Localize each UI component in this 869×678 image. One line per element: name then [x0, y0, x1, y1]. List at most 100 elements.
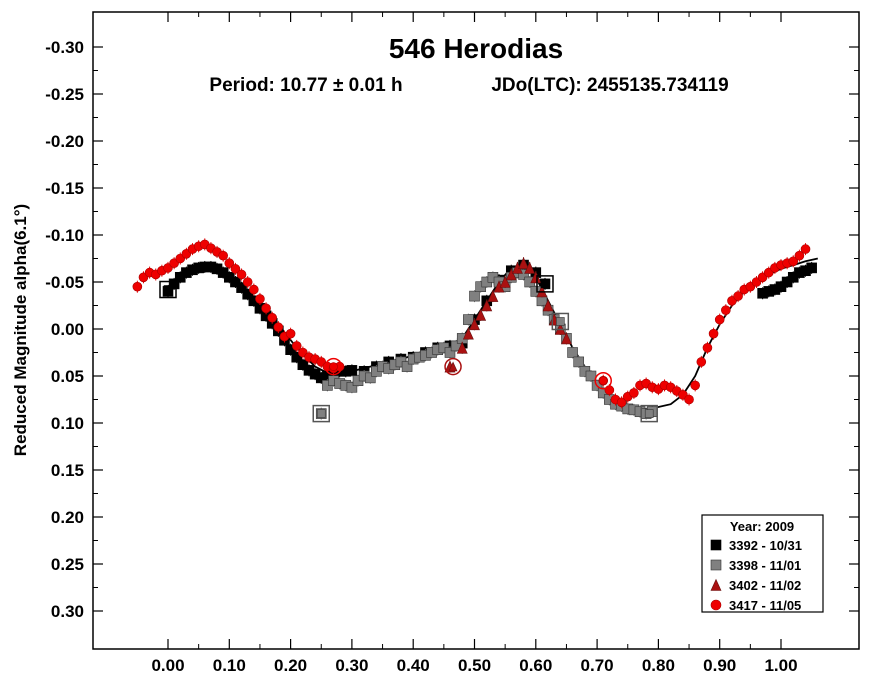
- legend-marker: [710, 559, 722, 571]
- data-point: [487, 289, 499, 302]
- legend-label: 3392 - 10/31: [729, 538, 802, 553]
- highlight-marker: [640, 404, 658, 423]
- x-tick-label: 0.50: [458, 656, 491, 675]
- data-point: [456, 341, 468, 354]
- legend-marker: [710, 599, 722, 611]
- data-point: [132, 281, 143, 292]
- data-point: [684, 394, 694, 405]
- highlight-point: [556, 317, 565, 326]
- highlight-marker: [594, 371, 612, 390]
- y-tick-label: 0.15: [51, 461, 84, 480]
- period-label: Period: 10.77 ± 0.01 h: [209, 75, 402, 96]
- y-tick-label: 0.05: [51, 367, 84, 386]
- x-tick-label: 0.80: [642, 656, 675, 675]
- data-point: [346, 381, 358, 393]
- data-point: [788, 256, 799, 267]
- data-point: [462, 327, 474, 340]
- highlight-point: [644, 409, 654, 418]
- data-point: [616, 397, 627, 408]
- data-point: [604, 385, 615, 395]
- data-point: [218, 250, 228, 261]
- highlight-marker: [159, 280, 177, 299]
- series-4: [132, 238, 811, 409]
- data-point: [267, 312, 278, 323]
- data-point: [696, 357, 707, 367]
- data-point: [273, 322, 284, 332]
- highlight-marker: [551, 312, 570, 331]
- legend: Year: 2009 3392 - 10/31 3398 - 11/01 3402 …: [701, 514, 824, 613]
- x-tick-label: 0.60: [519, 656, 552, 675]
- data-point: [505, 268, 517, 281]
- data-point: [524, 261, 536, 274]
- chart-title: 546 Herodias: [389, 33, 563, 64]
- x-tick-label: 1.00: [764, 656, 797, 675]
- x-axis: 0.00 0.10 0.20 0.30 0.40 0.50 0.60 0.70 0.80 0.90…: [151, 12, 798, 675]
- x-tick-label: 0.10: [213, 656, 246, 675]
- data-point: [721, 305, 731, 316]
- legend-items: 3392 - 10/31 3398 - 11/01 3402 - 11/02 3417…: [710, 538, 802, 613]
- data-point: [469, 290, 480, 302]
- x-tick-label: 0.40: [397, 656, 430, 675]
- data-point: [530, 271, 542, 284]
- highlight-marker: [444, 357, 462, 376]
- legend-title: Year: 2009: [730, 519, 794, 534]
- plot-frame: [92, 11, 860, 650]
- data-point: [364, 372, 376, 384]
- data-point: [230, 264, 241, 274]
- y-tick-label: -0.30: [45, 38, 84, 57]
- data-point: [297, 359, 309, 371]
- data-point: [518, 256, 530, 270]
- data-point: [261, 303, 271, 314]
- data-point: [255, 294, 265, 304]
- legend-marker: [710, 578, 722, 591]
- y-tick-label: 0.20: [51, 508, 84, 527]
- data-point: [230, 276, 241, 288]
- legend-label: 3402 - 11/02: [729, 578, 801, 593]
- data-point: [291, 351, 303, 363]
- data-point: [702, 342, 713, 353]
- x-tick-label: 0.90: [703, 656, 736, 675]
- highlight-point: [448, 361, 458, 372]
- legend-box: [701, 514, 824, 613]
- x-tick-label: 0.70: [581, 656, 614, 675]
- data-point: [236, 269, 247, 280]
- data-point: [469, 318, 480, 331]
- data-point: [806, 262, 817, 274]
- data-point: [800, 244, 811, 254]
- data-point: [463, 314, 474, 325]
- legend-label: 3417 - 11/05: [729, 598, 801, 613]
- data-point: [499, 275, 511, 288]
- highlight-point: [540, 279, 550, 289]
- x-tick-label: 0.20: [274, 656, 307, 675]
- x-tick-label: 0.30: [335, 656, 368, 675]
- legend-label: 3398 - 11/01: [729, 558, 801, 573]
- data-point: [708, 328, 719, 339]
- data-point: [573, 356, 585, 368]
- y-tick-label: -0.10: [45, 226, 84, 245]
- data-point: [714, 314, 725, 325]
- y-tick-label: 0.25: [51, 555, 84, 574]
- legend-marker: [710, 539, 722, 551]
- y-tick-label: -0.15: [45, 179, 84, 198]
- data-point: [236, 282, 247, 293]
- highlight-point: [598, 376, 608, 386]
- data-point: [542, 299, 554, 312]
- y-tick-label: -0.05: [45, 273, 84, 292]
- y-tick-label: -0.25: [45, 85, 84, 104]
- y-axis: -0.30 -0.25 -0.20 -0.15 -0.10 -0.05 0.00 0.05 0.…: [45, 38, 859, 621]
- data-point: [733, 291, 743, 301]
- data-points-layer: [132, 238, 817, 423]
- epoch-label: JDo(LTC): 2455135.734119: [491, 75, 728, 96]
- data-point: [444, 347, 456, 358]
- data-point: [629, 388, 639, 398]
- data-point: [346, 365, 358, 376]
- x-tick-label: 0.00: [151, 656, 184, 675]
- data-point: [401, 361, 413, 372]
- data-point: [475, 308, 487, 321]
- data-point: [794, 250, 805, 261]
- data-point: [567, 347, 578, 358]
- data-point: [481, 299, 493, 312]
- data-point: [242, 288, 253, 300]
- highlight-marker: [312, 404, 330, 423]
- data-point: [242, 277, 253, 287]
